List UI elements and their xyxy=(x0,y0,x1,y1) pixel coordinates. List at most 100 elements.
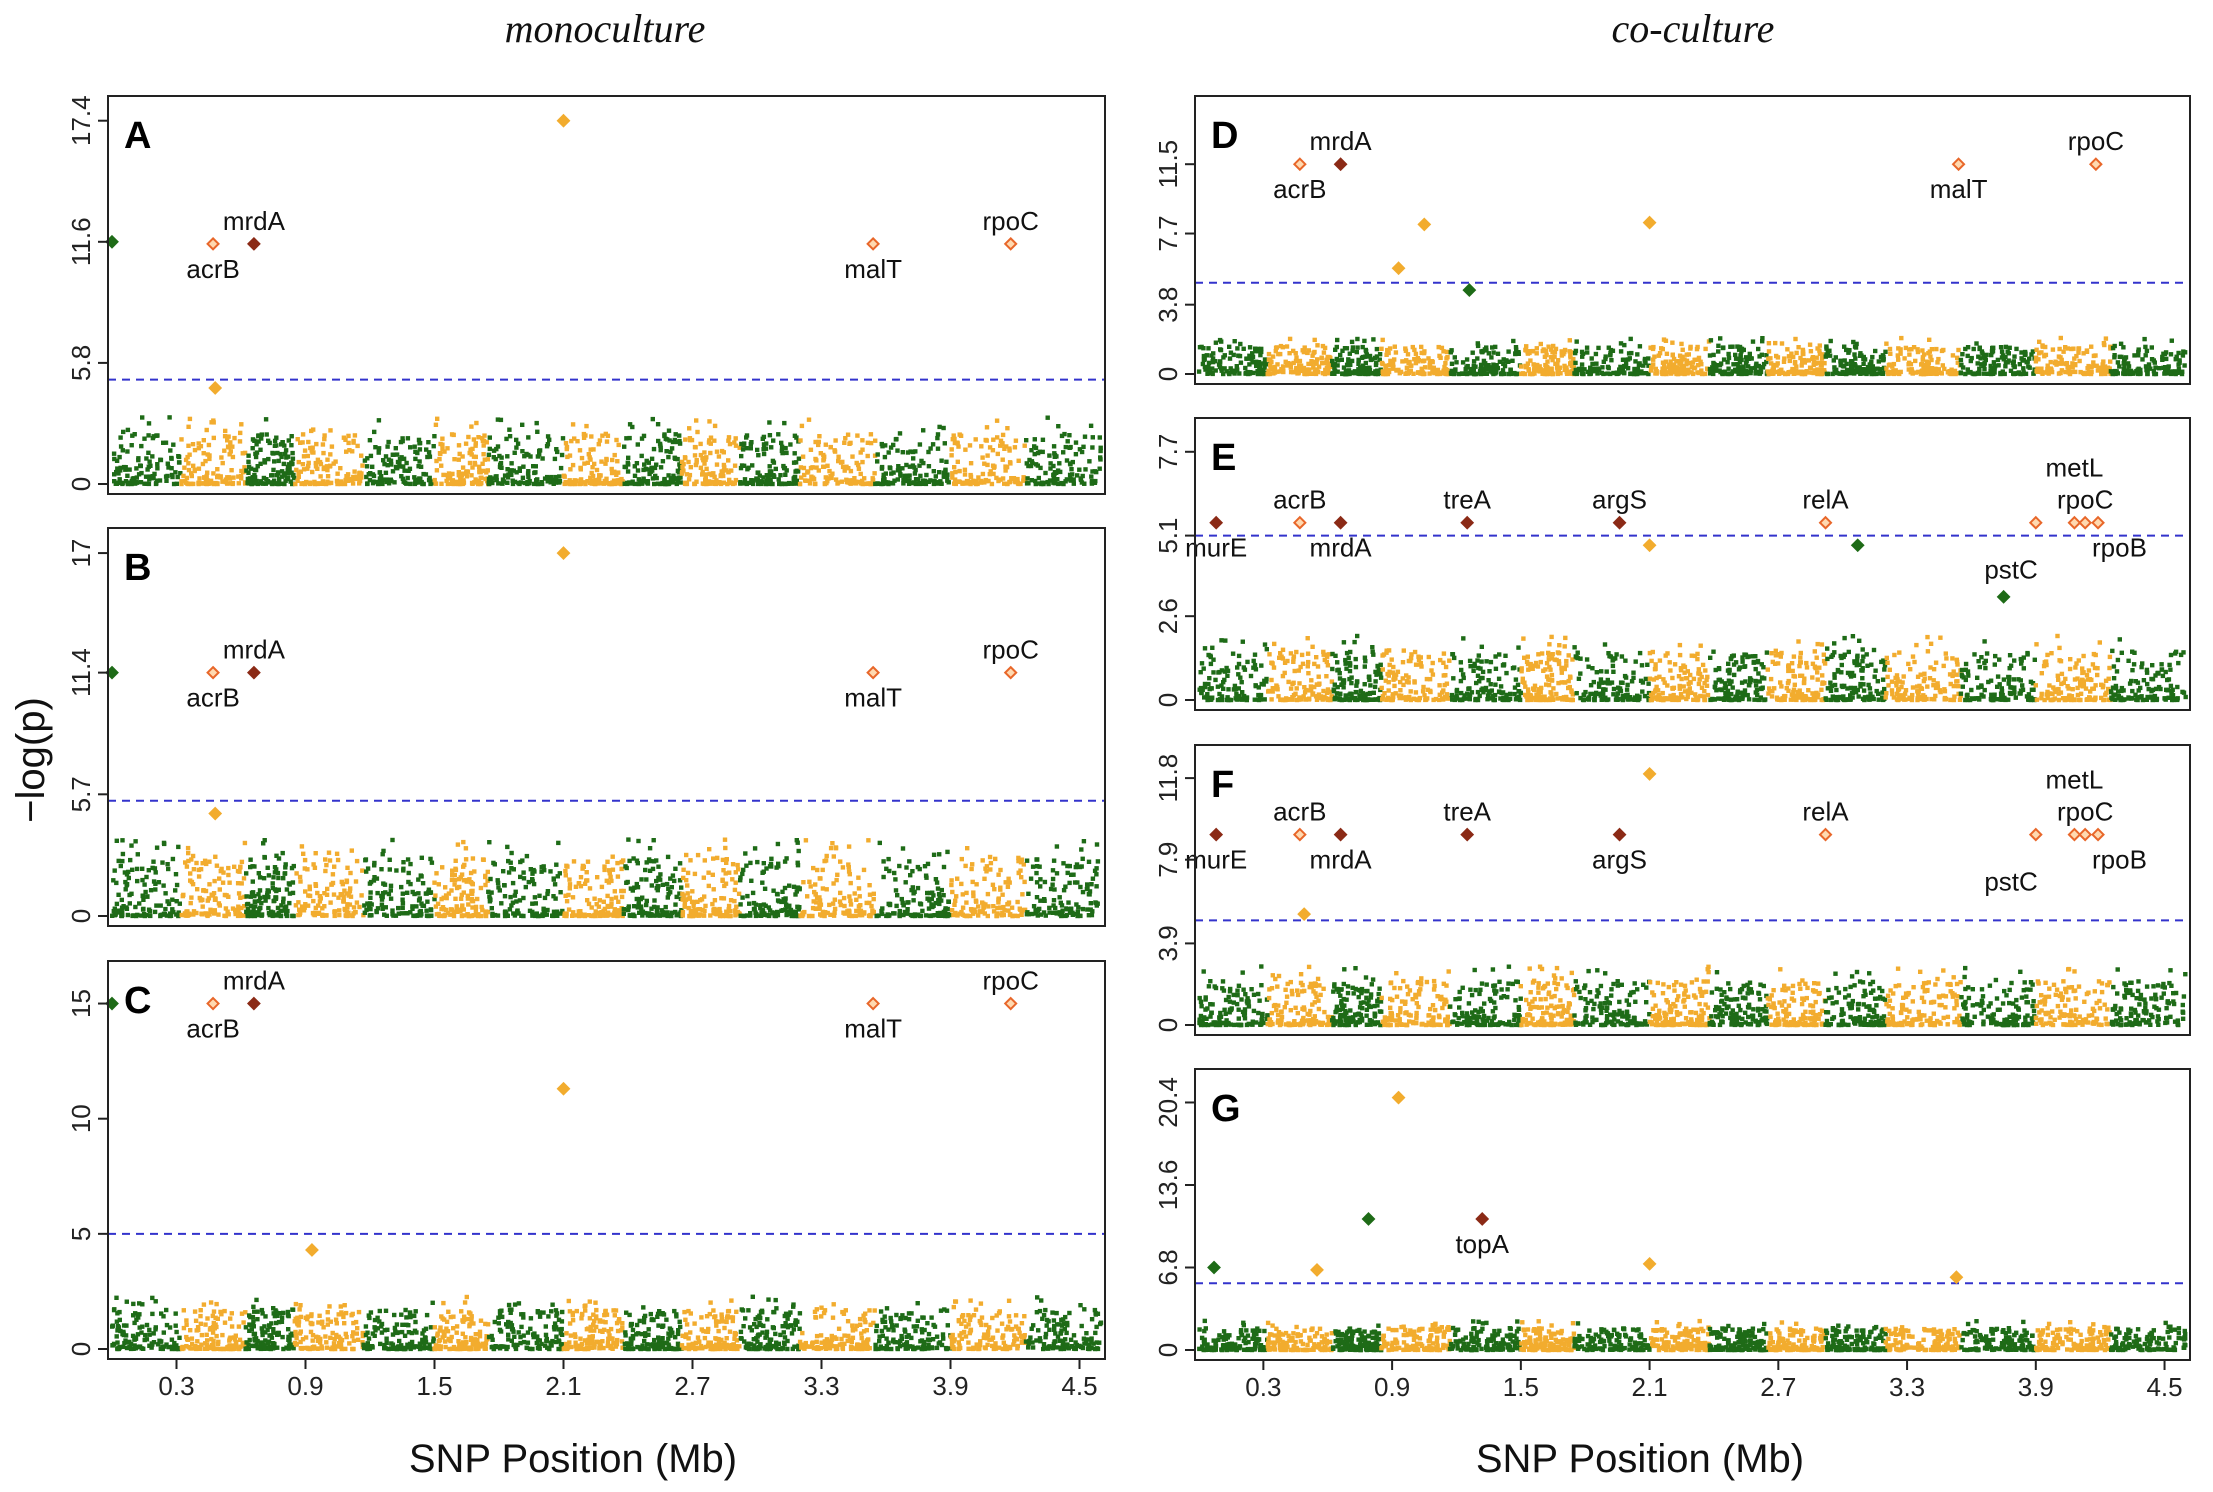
snp-point xyxy=(236,904,241,909)
snp-point xyxy=(930,442,936,447)
snp-point xyxy=(298,910,303,915)
snp-point xyxy=(884,866,889,871)
snp-point xyxy=(1037,864,1042,869)
snp-point xyxy=(1062,431,1067,437)
snp-point xyxy=(936,470,942,475)
snp-point xyxy=(188,871,193,876)
snp-point xyxy=(650,866,656,872)
snp-point xyxy=(1020,892,1025,897)
snp-point xyxy=(481,443,486,448)
snp-point xyxy=(1054,910,1060,915)
snp-point xyxy=(1048,461,1053,466)
snp-point xyxy=(555,913,560,918)
snp-point xyxy=(612,1313,617,1318)
snp-point xyxy=(843,436,848,441)
snp-point xyxy=(760,880,765,885)
y-tick-label: 17.4 xyxy=(66,95,96,146)
snp-point xyxy=(317,1313,322,1318)
snp-point xyxy=(488,876,493,882)
snp-point xyxy=(554,909,560,914)
snp-point xyxy=(216,912,221,917)
snp-point xyxy=(148,888,154,893)
snp-point xyxy=(111,1307,117,1313)
snp-point xyxy=(293,481,298,487)
snp-point xyxy=(485,869,490,875)
snp-point xyxy=(592,1328,597,1333)
snp-point xyxy=(365,866,371,871)
snp-point xyxy=(244,1340,249,1345)
snp-point xyxy=(862,476,867,481)
snp-point xyxy=(160,1346,165,1352)
snp-point xyxy=(983,477,989,483)
snp-point xyxy=(858,908,864,914)
snp-point xyxy=(1046,481,1051,487)
snp-point xyxy=(656,1323,661,1328)
snp-point xyxy=(900,450,905,455)
snp-point xyxy=(865,440,870,445)
snp-point xyxy=(557,474,562,479)
snp-point xyxy=(887,913,892,918)
snp-point xyxy=(554,1311,560,1316)
snp-point xyxy=(441,1300,446,1306)
snp-point xyxy=(726,438,731,443)
snp-point xyxy=(593,1300,598,1305)
snp-point xyxy=(817,895,822,900)
snp-point xyxy=(786,911,791,917)
snp-point xyxy=(609,904,614,909)
snp-point xyxy=(654,885,659,891)
snp-point xyxy=(357,471,362,476)
snp-point xyxy=(563,1341,569,1347)
snp-point xyxy=(556,1346,561,1352)
snp-point xyxy=(287,900,292,906)
snp-point xyxy=(767,864,773,869)
snp-point xyxy=(646,467,651,472)
snp-point xyxy=(980,455,985,460)
snp-point xyxy=(221,870,226,875)
snp-point xyxy=(680,1333,685,1338)
snp-point xyxy=(955,876,960,881)
snp-point xyxy=(276,875,281,881)
snp-point xyxy=(146,868,151,873)
snp-point xyxy=(716,1319,721,1324)
snp-point xyxy=(987,472,992,477)
snp-point xyxy=(995,905,1000,911)
snp-point xyxy=(827,902,832,908)
snp-point xyxy=(630,424,635,430)
snp-point xyxy=(816,442,821,448)
snp-point xyxy=(1061,861,1066,866)
snp-point xyxy=(286,881,292,886)
snp-point xyxy=(931,852,937,857)
snp-point xyxy=(859,481,864,486)
snp-point xyxy=(1071,481,1076,486)
snp-point xyxy=(416,480,422,485)
snp-point xyxy=(189,481,194,486)
snp-point xyxy=(511,1329,516,1334)
snp-point xyxy=(502,910,508,915)
snp-point xyxy=(578,477,584,482)
snp-point xyxy=(473,443,478,448)
snp-point xyxy=(813,906,818,911)
snp-point xyxy=(379,1324,384,1329)
snp-point xyxy=(290,880,296,885)
snp-point xyxy=(1051,463,1056,469)
snp-point xyxy=(520,858,525,863)
snp-point xyxy=(1054,871,1060,876)
snp-point xyxy=(422,1335,428,1340)
panel-letter: A xyxy=(124,115,151,157)
snp-point xyxy=(573,1334,578,1340)
snp-point xyxy=(905,478,910,484)
snp-point xyxy=(846,844,852,849)
snp-point xyxy=(312,480,317,486)
snp-point xyxy=(252,1331,258,1337)
snp-point xyxy=(368,1310,374,1315)
snp-point xyxy=(585,460,590,465)
snp-point xyxy=(512,450,517,455)
snp-point xyxy=(749,478,754,483)
snp-point xyxy=(151,1331,156,1336)
snp-point xyxy=(446,1336,451,1342)
snp-point xyxy=(710,901,715,907)
snp-point xyxy=(559,1332,565,1337)
snp-point xyxy=(233,1340,239,1345)
snp-point xyxy=(115,1346,120,1352)
snp-point xyxy=(315,466,320,471)
